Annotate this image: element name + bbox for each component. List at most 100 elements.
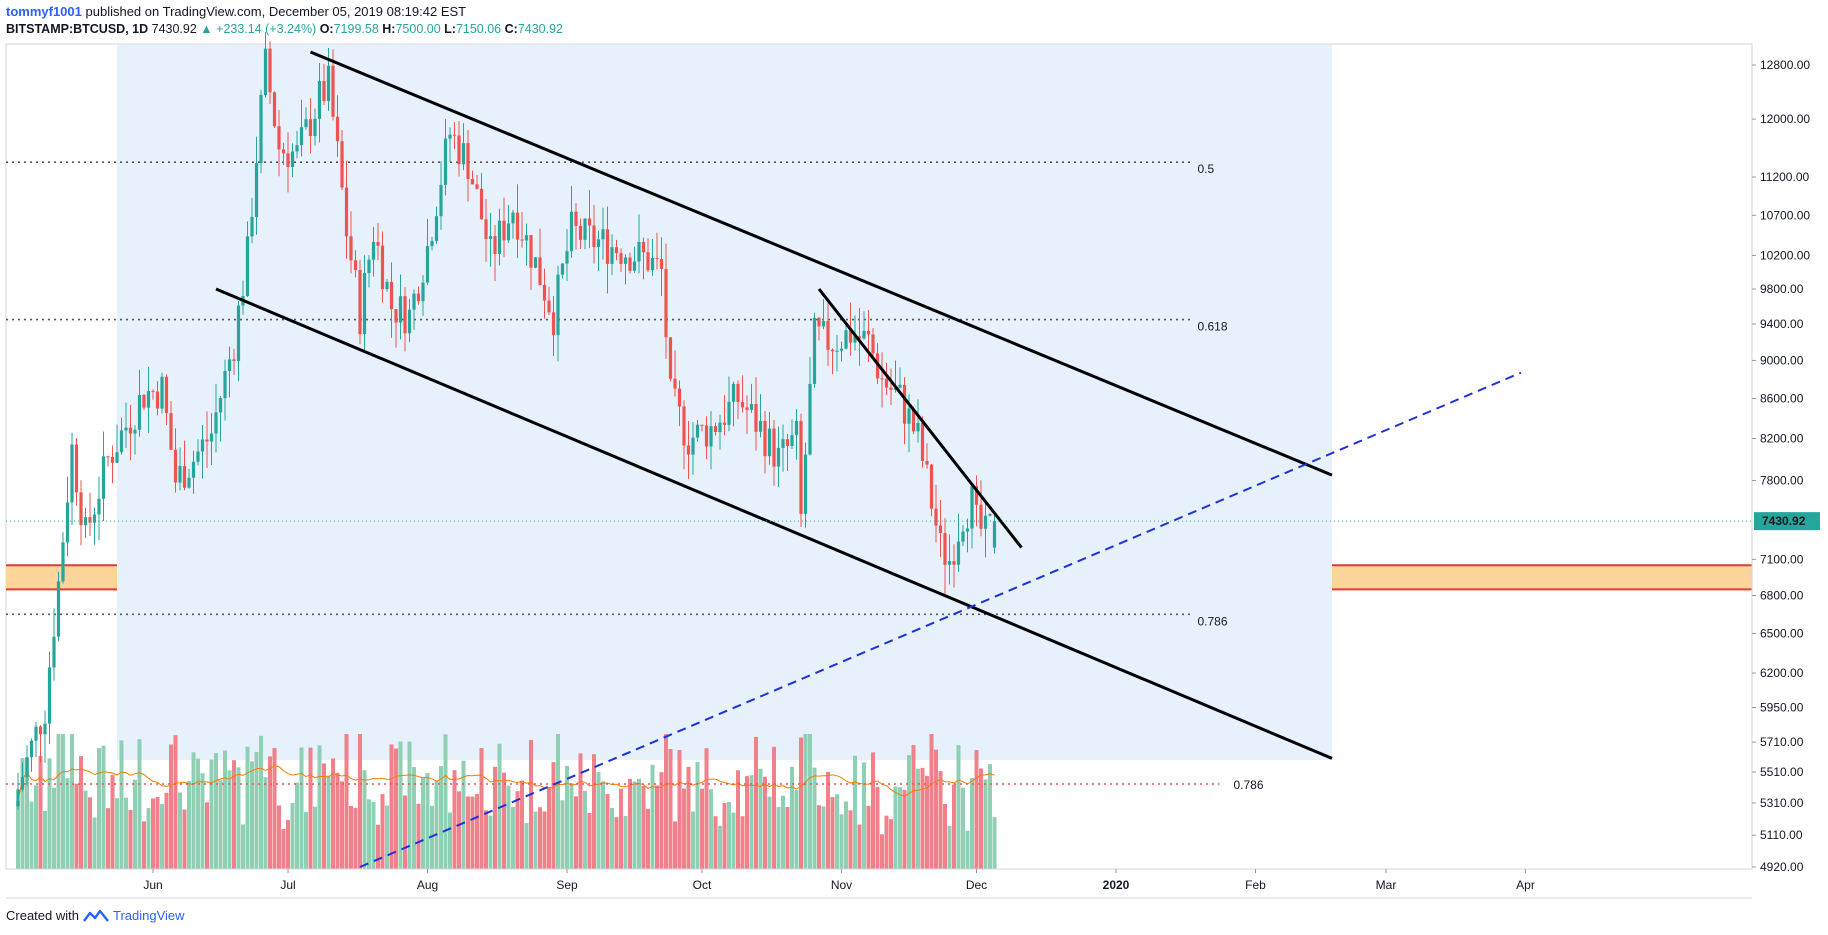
volume-bar	[389, 744, 394, 869]
volume-bar	[641, 785, 646, 869]
author-name[interactable]: tommyf1001	[6, 4, 82, 19]
tradingview-logo-icon	[83, 909, 109, 922]
time-tick-label: Mar	[1376, 878, 1397, 892]
candle-body	[839, 348, 844, 351]
candle-body	[722, 422, 727, 425]
candle-body	[443, 138, 448, 185]
candle-body	[407, 309, 412, 334]
price-tick-label: 8200.00	[1760, 432, 1804, 446]
time-tick-label: Nov	[831, 878, 852, 892]
volume-bar	[191, 752, 196, 869]
volume-bar	[178, 792, 182, 869]
volume-bar	[610, 807, 614, 869]
candle-body	[587, 218, 592, 226]
candle-body	[416, 293, 421, 302]
volume-bar	[223, 750, 227, 869]
volume-bar	[259, 735, 263, 869]
candle-body	[335, 116, 340, 142]
volume-bar	[664, 734, 668, 869]
volume-bar	[79, 756, 83, 869]
volume-bar	[596, 772, 601, 869]
candle-body	[502, 220, 506, 241]
volume-bar	[956, 745, 961, 869]
volume-bar	[691, 811, 695, 869]
candle-body	[43, 723, 47, 735]
candle-body	[677, 388, 682, 407]
candle-body	[52, 636, 56, 668]
symbol-label[interactable]: BITSTAMP:BTCUSD, 1D	[6, 22, 149, 36]
volume-bar	[160, 803, 164, 869]
candle-body	[380, 245, 385, 290]
trendlines[interactable]	[6, 50, 1752, 868]
candle-body	[326, 65, 331, 102]
candle-body	[803, 454, 808, 514]
candle-body	[763, 420, 767, 457]
candle-body	[817, 317, 821, 327]
candle-body	[475, 184, 479, 189]
time-tick-label: Apr	[1516, 878, 1535, 892]
candle-body	[934, 508, 938, 526]
channel-lower-line	[215, 287, 1333, 760]
candle-body	[551, 312, 556, 336]
volume-fib-label: 0.786	[1234, 778, 1264, 792]
candle-body	[515, 212, 520, 240]
candle-body	[614, 247, 619, 254]
candle-body	[34, 726, 38, 741]
time-axis[interactable]: Jun Jul Aug Sep Oct Nov Dec 2020 Feb Mar Apr	[6, 868, 1752, 899]
volume-bar	[767, 796, 772, 869]
candle-body	[907, 408, 911, 424]
volume-bar	[16, 800, 20, 869]
volume-bar	[452, 770, 457, 869]
candle-body	[191, 461, 196, 478]
volume-bar	[101, 745, 106, 869]
volume-bar	[182, 809, 187, 869]
price-tick-label: 5950.00	[1760, 701, 1804, 715]
price-axis[interactable]: 12800.00 12000.00 11200.00 10700.00 10200.00…	[1751, 44, 1820, 874]
volume-bar	[115, 798, 119, 869]
volume-bar	[227, 770, 232, 869]
volume-bar	[587, 813, 592, 869]
candle-body	[556, 274, 560, 336]
candle-body	[70, 444, 74, 503]
candle-body	[124, 427, 128, 431]
candle-body	[29, 740, 34, 758]
candle-body	[704, 425, 709, 447]
candle-body	[133, 429, 137, 434]
volume-bar	[857, 824, 862, 869]
volume-bar	[556, 734, 560, 869]
volume-bar	[961, 787, 965, 869]
time-tick-label: Dec	[966, 878, 987, 892]
volume-bar	[290, 802, 295, 869]
candle-body	[214, 412, 218, 434]
candle-body	[340, 141, 344, 188]
candle-body	[682, 406, 686, 446]
volume-bar	[88, 797, 92, 869]
candle-body	[812, 317, 817, 384]
volume-bar	[866, 805, 871, 869]
volume-bar	[286, 820, 290, 869]
volume-bar	[155, 796, 160, 869]
chart-header-publish-line: tommyf1001 published on TradingView.com,…	[6, 4, 466, 19]
price-tick-label: 4920.00	[1760, 860, 1804, 874]
volume-bar	[547, 787, 551, 869]
volume-bar	[794, 790, 799, 869]
volume-bar	[146, 808, 151, 869]
last-price: 7430.92	[151, 22, 197, 36]
tradingview-link[interactable]: TradingView	[112, 908, 185, 923]
candle-body	[628, 257, 632, 271]
candle-body	[844, 330, 848, 349]
volume-bar	[623, 815, 628, 869]
volume-bar	[934, 749, 938, 869]
price-tick-label: 10700.00	[1760, 208, 1810, 222]
candle-body	[313, 118, 317, 137]
candle-body	[799, 420, 803, 514]
candle-body	[74, 444, 79, 493]
volume-bar	[151, 798, 155, 869]
candle-body	[686, 445, 691, 455]
volume-bar	[988, 764, 992, 869]
volume-bar	[844, 801, 848, 869]
volume-bar	[700, 788, 704, 869]
price-change: ▲ +233.14 (+3.24%)	[200, 22, 317, 36]
candle-body	[394, 309, 398, 323]
